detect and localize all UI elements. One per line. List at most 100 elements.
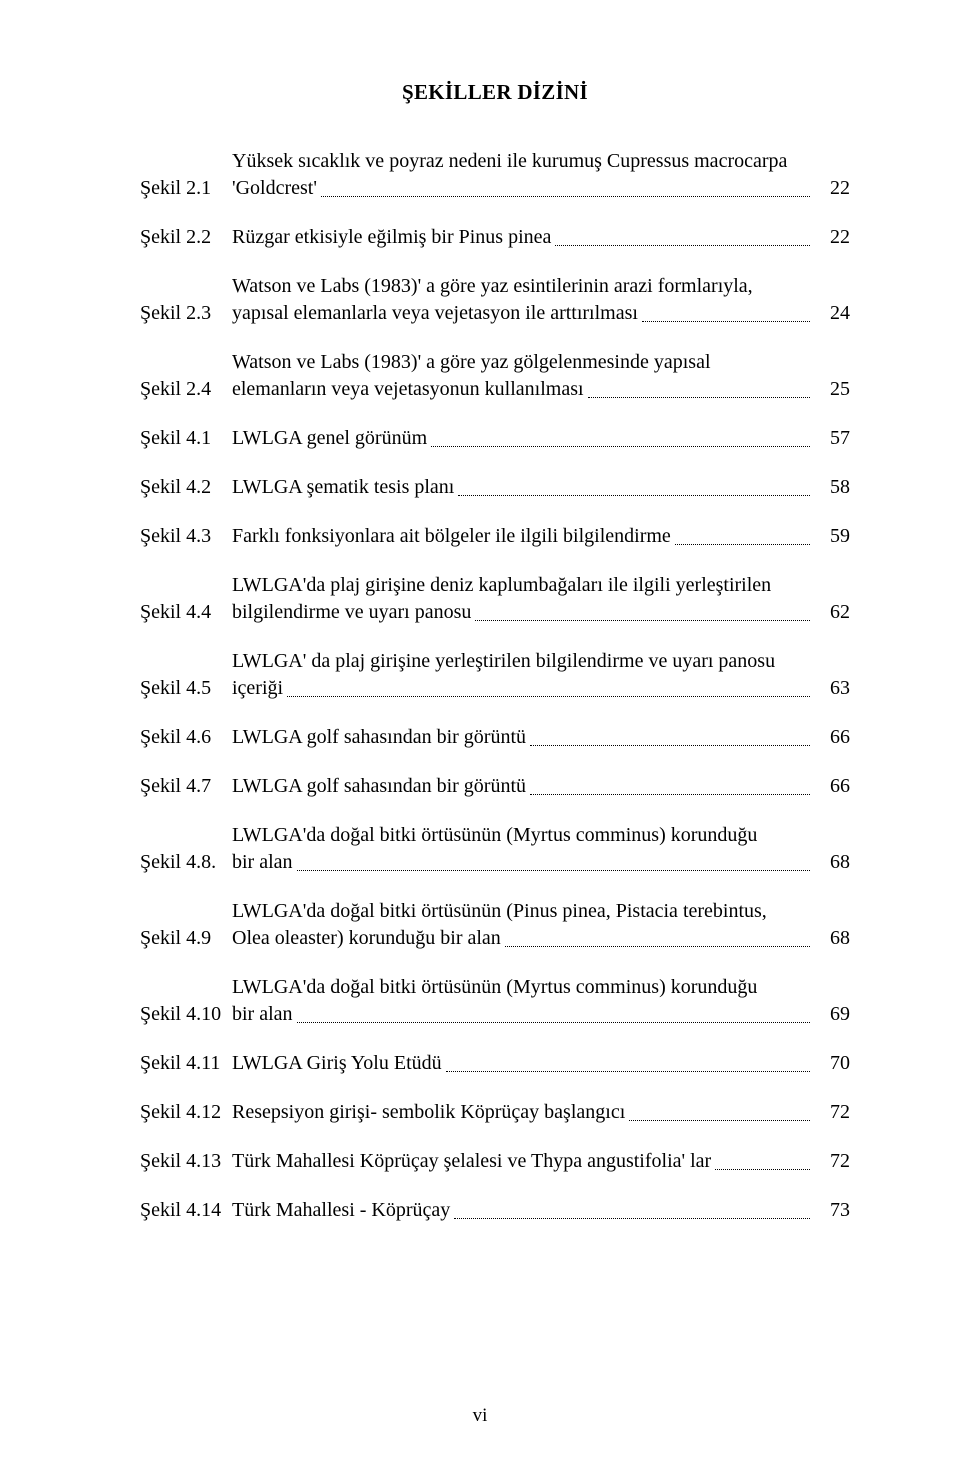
figure-description-text: Türk Mahallesi Köprüçay şelalesi ve Thyp… <box>232 1148 711 1175</box>
figure-label: Şekil 4.1 <box>140 425 232 452</box>
figure-description-text: Resepsiyon girişi- sembolik Köprüçay baş… <box>232 1099 625 1126</box>
figure-label: Şekil 4.6 <box>140 724 232 751</box>
figure-description-text: Watson ve Labs (1983)' a göre yaz gölgel… <box>232 349 711 376</box>
figure-entry: Şekil 4.7LWLGA golf sahasından bir görün… <box>140 773 850 800</box>
dot-leader <box>555 245 810 246</box>
figure-description-text: Farklı fonksiyonlara ait bölgeler ile il… <box>232 523 671 550</box>
dot-leader <box>446 1071 810 1072</box>
figure-description-line: Türk Mahallesi - Köprüçay73 <box>232 1197 850 1224</box>
figure-description-line: LWLGA genel görünüm57 <box>232 425 850 452</box>
figure-description: Türk Mahallesi Köprüçay şelalesi ve Thyp… <box>232 1148 850 1175</box>
figure-description-line: içeriği 63 <box>232 675 850 702</box>
figure-label: Şekil 4.3 <box>140 523 232 550</box>
page: ŞEKİLLER DİZİNİ Şekil 2.1Yüksek sıcaklık… <box>0 0 960 1483</box>
figure-label: Şekil 4.12 <box>140 1099 232 1126</box>
figure-description: LWLGA'da plaj girişine deniz kaplumbağal… <box>232 572 850 626</box>
dot-leader <box>530 745 810 746</box>
figure-description: LWLGA golf sahasından bir görüntü 66 <box>232 724 850 751</box>
figure-description-text: LWLGA golf sahasından bir görüntü <box>232 773 526 800</box>
dot-leader <box>297 870 810 871</box>
figure-page-number: 24 <box>814 300 850 327</box>
figure-description-line: LWLGA Giriş Yolu Etüdü70 <box>232 1050 850 1077</box>
figure-label: Şekil 2.2 <box>140 224 232 251</box>
figure-description-line: LWLGA' da plaj girişine yerleştirilen bi… <box>232 648 850 675</box>
figure-description: LWLGA'da doğal bitki örtüsünün (Myrtus c… <box>232 974 850 1028</box>
figure-description-line: LWLGA'da plaj girişine deniz kaplumbağal… <box>232 572 850 599</box>
figure-entry: Şekil 4.4LWLGA'da plaj girişine deniz ka… <box>140 572 850 626</box>
figure-description: LWLGA Giriş Yolu Etüdü70 <box>232 1050 850 1077</box>
dot-leader <box>454 1218 810 1219</box>
figure-description-line: Watson ve Labs (1983)' a göre yaz esinti… <box>232 273 850 300</box>
figure-description-line: Rüzgar etkisiyle eğilmiş bir Pinus pinea… <box>232 224 850 251</box>
figure-entry: Şekil 4.2LWLGA şematik tesis planı58 <box>140 474 850 501</box>
figure-label: Şekil 4.9 <box>140 925 232 952</box>
figure-label: Şekil 4.11 <box>140 1050 232 1077</box>
dot-leader <box>629 1120 810 1121</box>
figure-description-line: elemanların veya vejetasyonun kullanılma… <box>232 376 850 403</box>
dot-leader <box>715 1169 810 1170</box>
figure-description-line: LWLGA'da doğal bitki örtüsünün (Myrtus c… <box>232 974 850 1001</box>
figure-page-number: 59 <box>814 523 850 550</box>
figure-description: LWLGA'da doğal bitki örtüsünün (Myrtus c… <box>232 822 850 876</box>
figure-description-text: bir alan <box>232 1001 293 1028</box>
figure-description-text: yapısal elemanlarla veya vejetasyon ile … <box>232 300 638 327</box>
figure-description-line: Farklı fonksiyonlara ait bölgeler ile il… <box>232 523 850 550</box>
figure-description-text: elemanların veya vejetasyonun kullanılma… <box>232 376 584 403</box>
figure-entry: Şekil 4.8.LWLGA'da doğal bitki örtüsünün… <box>140 822 850 876</box>
figure-page-number: 22 <box>814 175 850 202</box>
figure-description-line: Olea oleaster) korunduğu bir alan68 <box>232 925 850 952</box>
dot-leader <box>321 196 810 197</box>
figure-entry: Şekil 4.12Resepsiyon girişi- sembolik Kö… <box>140 1099 850 1126</box>
figure-page-number: 22 <box>814 224 850 251</box>
figure-page-number: 73 <box>814 1197 850 1224</box>
figure-page-number: 63 <box>814 675 850 702</box>
figure-description: LWLGA şematik tesis planı58 <box>232 474 850 501</box>
figure-label: Şekil 4.10 <box>140 1001 232 1028</box>
dot-leader <box>642 321 810 322</box>
figure-description-text: LWLGA'da doğal bitki örtüsünün (Myrtus c… <box>232 974 757 1001</box>
figure-entry: Şekil 2.3Watson ve Labs (1983)' a göre y… <box>140 273 850 327</box>
figure-description-text: bilgilendirme ve uyarı panosu <box>232 599 471 626</box>
figure-label: Şekil 2.4 <box>140 376 232 403</box>
figure-description-text: 'Goldcrest' <box>232 175 317 202</box>
figure-description-text: bir alan <box>232 849 293 876</box>
dot-leader <box>431 446 810 447</box>
figure-entry: Şekil 4.6LWLGA golf sahasından bir görün… <box>140 724 850 751</box>
figure-page-number: 57 <box>814 425 850 452</box>
figure-description-text: LWLGA şematik tesis planı <box>232 474 454 501</box>
figure-page-number: 72 <box>814 1099 850 1126</box>
figure-description-text: Rüzgar etkisiyle eğilmiş bir Pinus pinea <box>232 224 551 251</box>
dot-leader <box>505 946 810 947</box>
figure-description-line: bir alan69 <box>232 1001 850 1028</box>
figure-page-number: 66 <box>814 724 850 751</box>
figure-description-text: LWLGA'da doğal bitki örtüsünün (Myrtus c… <box>232 822 757 849</box>
figure-label: Şekil 4.13 <box>140 1148 232 1175</box>
figure-description-text: LWLGA golf sahasından bir görüntü <box>232 724 526 751</box>
figure-description-text: Yüksek sıcaklık ve poyraz nedeni ile kur… <box>232 148 787 175</box>
figure-page-number: 66 <box>814 773 850 800</box>
figure-entry: Şekil 4.14Türk Mahallesi - Köprüçay73 <box>140 1197 850 1224</box>
figure-description: LWLGA'da doğal bitki örtüsünün (Pinus pi… <box>232 898 850 952</box>
figure-description-line: Resepsiyon girişi- sembolik Köprüçay baş… <box>232 1099 850 1126</box>
figure-label: Şekil 4.2 <box>140 474 232 501</box>
figure-description-text: Olea oleaster) korunduğu bir alan <box>232 925 501 952</box>
figure-page-number: 72 <box>814 1148 850 1175</box>
dot-leader <box>475 620 810 621</box>
figure-entry: Şekil 4.13Türk Mahallesi Köprüçay şelale… <box>140 1148 850 1175</box>
figure-description: LWLGA' da plaj girişine yerleştirilen bi… <box>232 648 850 702</box>
figure-description: Rüzgar etkisiyle eğilmiş bir Pinus pinea… <box>232 224 850 251</box>
figure-entry: Şekil 4.11LWLGA Giriş Yolu Etüdü70 <box>140 1050 850 1077</box>
figure-page-number: 68 <box>814 849 850 876</box>
figure-description: Resepsiyon girişi- sembolik Köprüçay baş… <box>232 1099 850 1126</box>
dot-leader <box>530 794 810 795</box>
figure-label: Şekil 4.4 <box>140 599 232 626</box>
figure-description: LWLGA genel görünüm57 <box>232 425 850 452</box>
figure-description-line: Yüksek sıcaklık ve poyraz nedeni ile kur… <box>232 148 850 175</box>
figure-description-line: LWLGA golf sahasından bir görüntü 66 <box>232 773 850 800</box>
figure-description-text: LWLGA' da plaj girişine yerleştirilen bi… <box>232 648 775 675</box>
figure-description-text: içeriği <box>232 675 283 702</box>
figure-page-number: 62 <box>814 599 850 626</box>
figure-description-text: LWLGA'da doğal bitki örtüsünün (Pinus pi… <box>232 898 767 925</box>
figure-description: Farklı fonksiyonlara ait bölgeler ile il… <box>232 523 850 550</box>
figure-description-line: LWLGA şematik tesis planı58 <box>232 474 850 501</box>
